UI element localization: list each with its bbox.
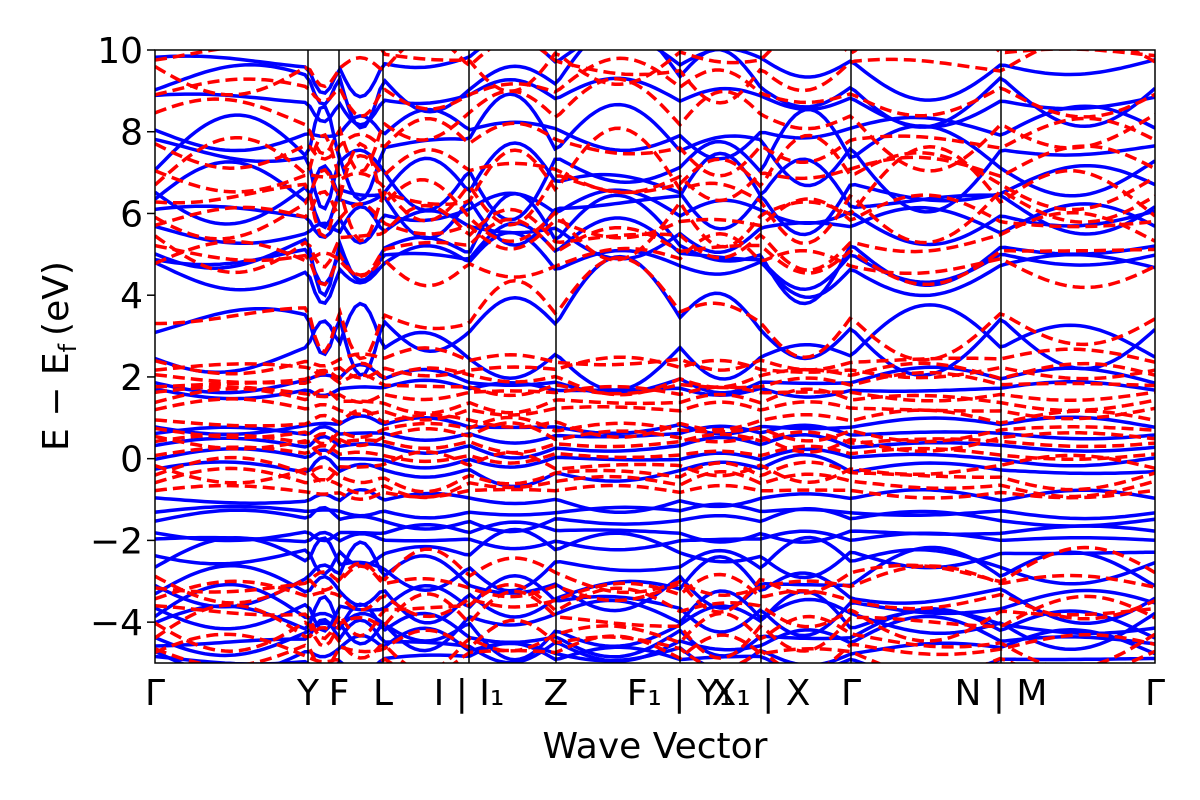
dashed-band-line xyxy=(155,582,1155,643)
dashed-band-line xyxy=(155,443,1155,465)
dashed-band-line xyxy=(155,603,1155,663)
x-tick-label: X₁ | X xyxy=(712,673,811,714)
solid-band-line xyxy=(155,104,1155,222)
x-tick-label: Γ xyxy=(1145,673,1165,714)
solid-band-line xyxy=(155,540,1155,613)
x-tick-label: Γ xyxy=(145,673,165,714)
y-axis-title-subscript: f xyxy=(54,343,82,352)
y-axis: 10 8 6 4 2 0 −2 −4 xyxy=(90,31,155,644)
solid-band-line xyxy=(155,433,1155,460)
x-tick-label: F xyxy=(329,673,350,714)
y-tick-label: 2 xyxy=(120,358,143,399)
dashed-band-line xyxy=(155,50,1155,105)
kpoint-lines-group xyxy=(307,50,1002,663)
dashed-band-line xyxy=(155,632,1155,663)
solid-band-line xyxy=(155,505,1155,534)
dashed-band-line xyxy=(155,408,1155,439)
dashed-band-line xyxy=(155,450,1155,485)
y-axis-title-unit: (eV) xyxy=(36,261,77,336)
solid-band-line xyxy=(155,447,1155,470)
solid-band-line xyxy=(155,191,1155,306)
solid-band-line xyxy=(155,92,1155,214)
y-tick-label: 10 xyxy=(97,31,143,72)
dashed-band-line xyxy=(155,415,1155,446)
y-axis-title-main: E − E xyxy=(36,352,77,451)
x-tick-label: Z xyxy=(544,673,569,714)
solid-band-line xyxy=(155,555,1155,626)
y-tick-label: 8 xyxy=(120,113,143,154)
dashed-band-line xyxy=(155,203,1155,275)
y-axis-title: E − Ef (eV) xyxy=(36,261,82,451)
dashed-band-line xyxy=(155,346,1155,376)
solid-band-line xyxy=(155,141,1155,237)
dashed-band-line xyxy=(155,232,1155,290)
dashed-band-line xyxy=(155,132,1155,227)
dashed-band-line xyxy=(155,483,1155,502)
dashed-band-line xyxy=(155,50,1155,94)
plot-frame xyxy=(154,49,1156,664)
dashed-band-line xyxy=(155,77,1155,174)
solid-band-line xyxy=(155,573,1155,638)
solid-band-line xyxy=(155,614,1155,663)
dashed-band-line xyxy=(155,387,1155,416)
dashed-band-line xyxy=(155,189,1155,251)
solid-band-line xyxy=(155,301,1155,392)
y-tick-label: 4 xyxy=(120,276,143,317)
dashed-band-line xyxy=(155,370,1155,398)
dashed-band-line xyxy=(155,572,1155,621)
solid-band-line xyxy=(155,520,1155,544)
x-tick-label: I | I₁ xyxy=(434,673,505,714)
solid-band-line xyxy=(155,529,1155,552)
solid-band-line xyxy=(155,50,1155,102)
x-tick-label: Γ xyxy=(841,673,861,714)
solid-band-line xyxy=(155,254,1155,378)
dashed-band-line xyxy=(155,144,1155,203)
dashed-band-line xyxy=(155,545,1155,614)
solid-band-line xyxy=(155,76,1155,129)
dashed-band-line xyxy=(155,141,1155,262)
solid-band-line xyxy=(155,50,1155,130)
dashed-band-line xyxy=(155,256,1155,362)
y-tick-label: −2 xyxy=(90,521,143,562)
bands-group xyxy=(155,50,1155,663)
solid-band-line xyxy=(155,414,1155,437)
dashed-band-line xyxy=(155,116,1155,178)
x-tick-label: N | M xyxy=(954,673,1047,714)
solid-band-line xyxy=(155,230,1155,306)
solid-band-line xyxy=(155,641,1155,663)
y-tick-label: −4 xyxy=(90,603,143,644)
dashed-band-line xyxy=(155,397,1155,422)
x-tick-label: Y xyxy=(296,673,320,714)
y-tick-label: 0 xyxy=(120,440,143,481)
dashed-band-line xyxy=(155,126,1155,246)
x-tick-label: L xyxy=(373,673,393,714)
x-tick-label: F₁ | Y₁ xyxy=(627,673,734,714)
solid-band-line xyxy=(155,602,1155,659)
y-tick-label: 6 xyxy=(120,194,143,235)
dashed-band-line xyxy=(155,589,1155,660)
dashed-band-line xyxy=(155,421,1155,457)
dashed-band-line xyxy=(155,466,1155,500)
dashed-band-line xyxy=(155,455,1155,494)
x-axis-title: Wave Vector xyxy=(543,726,768,767)
